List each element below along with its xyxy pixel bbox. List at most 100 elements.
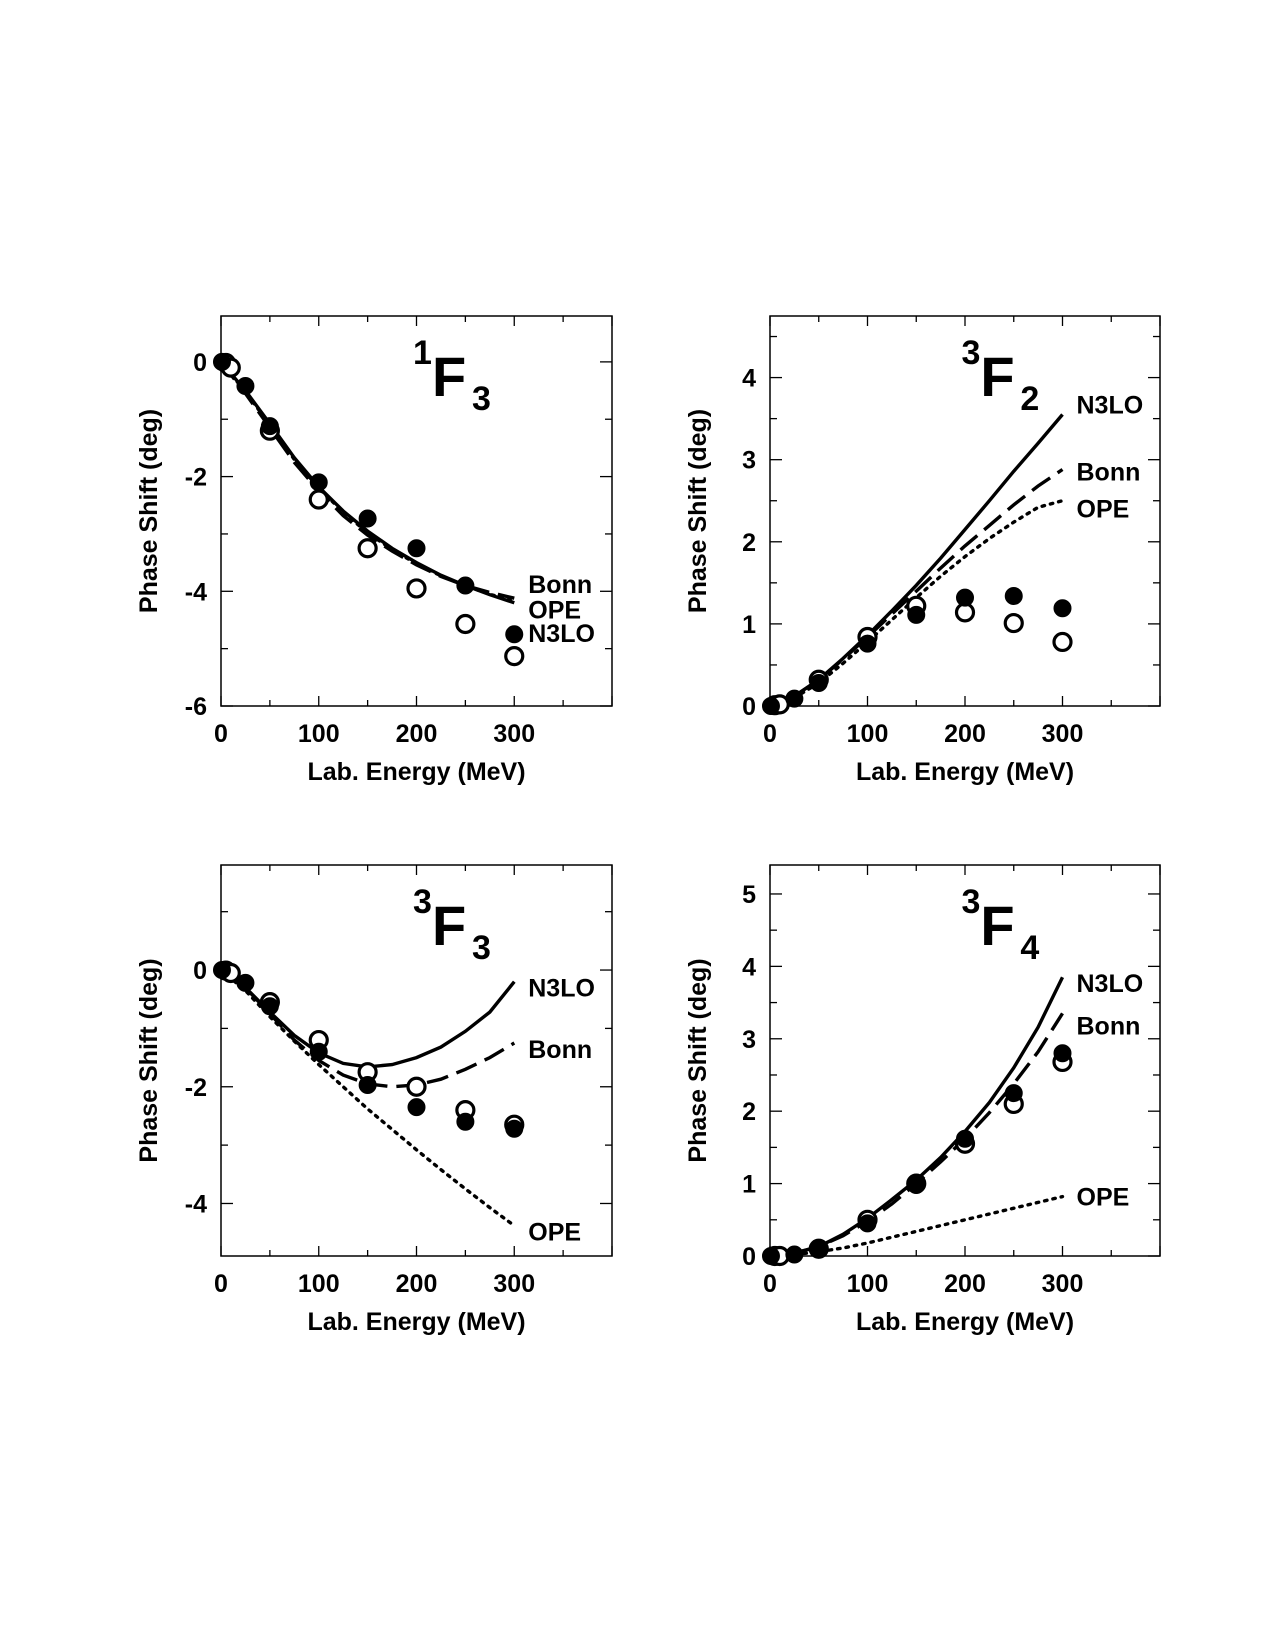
series-label-ope: OPE: [1077, 1184, 1130, 1212]
series-label-n3lo: N3LO: [528, 975, 595, 1003]
data-point-filled: [260, 417, 279, 436]
series-line-bonn: [769, 468, 1064, 708]
y-tick-label: -2: [185, 1074, 207, 1102]
y-tick-label: 2: [742, 1098, 756, 1126]
series-line-n3lo: [219, 360, 515, 605]
data-point-filled: [1053, 599, 1072, 618]
series-line-ope: [768, 1194, 1065, 1258]
data-point-open: [357, 538, 378, 559]
chart-title-subscript: 2: [1020, 380, 1039, 418]
y-axis-label: Phase Shift (deg): [135, 409, 163, 613]
data-point-filled: [907, 1176, 926, 1195]
data-point-filled: [761, 697, 780, 715]
data-point-filled: [236, 376, 255, 395]
x-tick-label: 300: [1042, 720, 1084, 748]
series-line-ope: [219, 968, 516, 1228]
data-point-filled: [358, 1076, 377, 1095]
chart-title-superscript: 3: [413, 883, 432, 921]
series-label-ope: OPE: [1077, 496, 1130, 524]
chart-panel-1: 0 100 200 300 0 -2 -4 -6 Lab. Energy (MeV) Phase …: [135, 315, 613, 786]
x-tick-label: 200: [396, 1270, 438, 1298]
x-tick-label: 0: [763, 720, 777, 748]
chart-title: F: [980, 345, 1014, 408]
x-axis-label: Lab. Energy (MeV): [307, 1308, 525, 1336]
x-tick-label: 100: [847, 720, 889, 748]
y-tick-label: 3: [742, 447, 756, 475]
x-tick-label: 100: [298, 720, 340, 748]
x-tick-label: 0: [214, 1270, 228, 1298]
series-line-bonn: [769, 1012, 1064, 1258]
x-tick-label: 100: [298, 1270, 340, 1298]
series-line-n3lo: [769, 413, 1064, 708]
series-line-ope: [219, 360, 516, 604]
y-tick-label: 0: [742, 693, 756, 721]
chart-title: F: [432, 345, 466, 408]
series-label-bonn: Bonn: [528, 571, 592, 599]
chart-title-superscript: 3: [961, 334, 980, 372]
data-point-filled: [956, 588, 974, 607]
y-tick-label: 5: [742, 881, 756, 909]
data-point-filled: [1004, 1084, 1023, 1103]
chart-title-subscript: 3: [472, 929, 491, 967]
data-point-filled: [456, 1112, 475, 1131]
data-point-filled: [785, 1245, 804, 1264]
x-tick-label: 100: [847, 1270, 889, 1298]
x-axis-label: Lab. Energy (MeV): [307, 758, 525, 786]
y-axis-label: Phase Shift (deg): [684, 958, 712, 1162]
x-tick-label: 200: [396, 720, 438, 748]
data-point-filled: [260, 997, 279, 1016]
y-tick-label: 0: [193, 349, 207, 377]
data-point-filled: [309, 1042, 328, 1061]
series-line-bonn: [219, 360, 515, 600]
x-axis-label: Lab. Energy (MeV): [856, 1308, 1074, 1336]
series-label-bonn: Bonn: [1077, 1012, 1141, 1040]
series-line-n3lo: [769, 976, 1065, 1258]
data-point-open: [1003, 612, 1024, 634]
chart-panel-2: 0 100 200 300 0 1 2 3 4 Lab. Energy (MeV) Phase Sh…: [684, 315, 1161, 786]
series-label-ope: OPE: [528, 1219, 581, 1247]
x-tick-label: 0: [214, 720, 228, 748]
chart-title-superscript: 3: [961, 883, 980, 921]
series-label-n3lo: N3LO: [1077, 392, 1144, 420]
chart-title: F: [432, 894, 466, 957]
series-label-n3lo: N3LO: [1077, 970, 1144, 998]
y-tick-label: -6: [185, 693, 207, 721]
y-tick-label: 0: [193, 957, 207, 985]
y-tick-label: 4: [742, 365, 756, 393]
chart-title-subscript: 4: [1020, 929, 1039, 967]
y-tick-label: -4: [185, 578, 207, 606]
data-point-open: [1052, 631, 1073, 653]
data-point-filled: [907, 605, 926, 624]
data-point-filled: [505, 625, 524, 644]
y-tick-label: 3: [742, 1026, 756, 1054]
data-point-open: [406, 1076, 427, 1097]
data-point-filled: [858, 1214, 877, 1233]
x-tick-label: 300: [1042, 1270, 1084, 1298]
data-point-filled: [407, 539, 426, 558]
data-point-open: [504, 646, 525, 667]
x-axis-label: Lab. Energy (MeV): [856, 758, 1074, 786]
data-point-filled: [1004, 586, 1023, 605]
data-point-filled: [236, 973, 255, 992]
data-point-filled: [212, 961, 231, 980]
data-point-filled: [358, 509, 377, 528]
data-point-filled: [1053, 1044, 1072, 1063]
data-point-filled: [785, 689, 804, 708]
y-axis-label: Phase Shift (deg): [684, 409, 712, 613]
data-point-open: [308, 489, 329, 510]
chart-panel-3: 0 100 200 300 0 -2 -4 Lab. Energy (MeV) Phase Sh…: [135, 864, 613, 1336]
data-point-filled: [505, 1119, 524, 1138]
data-point-filled: [309, 473, 328, 492]
series-label-bonn: Bonn: [528, 1036, 592, 1064]
data-point-filled: [809, 1239, 828, 1258]
data-point-filled: [809, 674, 828, 693]
y-axis-label: Phase Shift (deg): [135, 958, 163, 1162]
y-tick-label: 2: [742, 529, 756, 557]
y-tick-label: 1: [742, 1171, 756, 1199]
series-label-bonn: Bonn: [1077, 459, 1141, 487]
data-point-open: [406, 578, 427, 599]
x-tick-label: 0: [763, 1270, 777, 1298]
data-point-filled: [407, 1098, 426, 1117]
data-point-filled: [456, 576, 475, 595]
